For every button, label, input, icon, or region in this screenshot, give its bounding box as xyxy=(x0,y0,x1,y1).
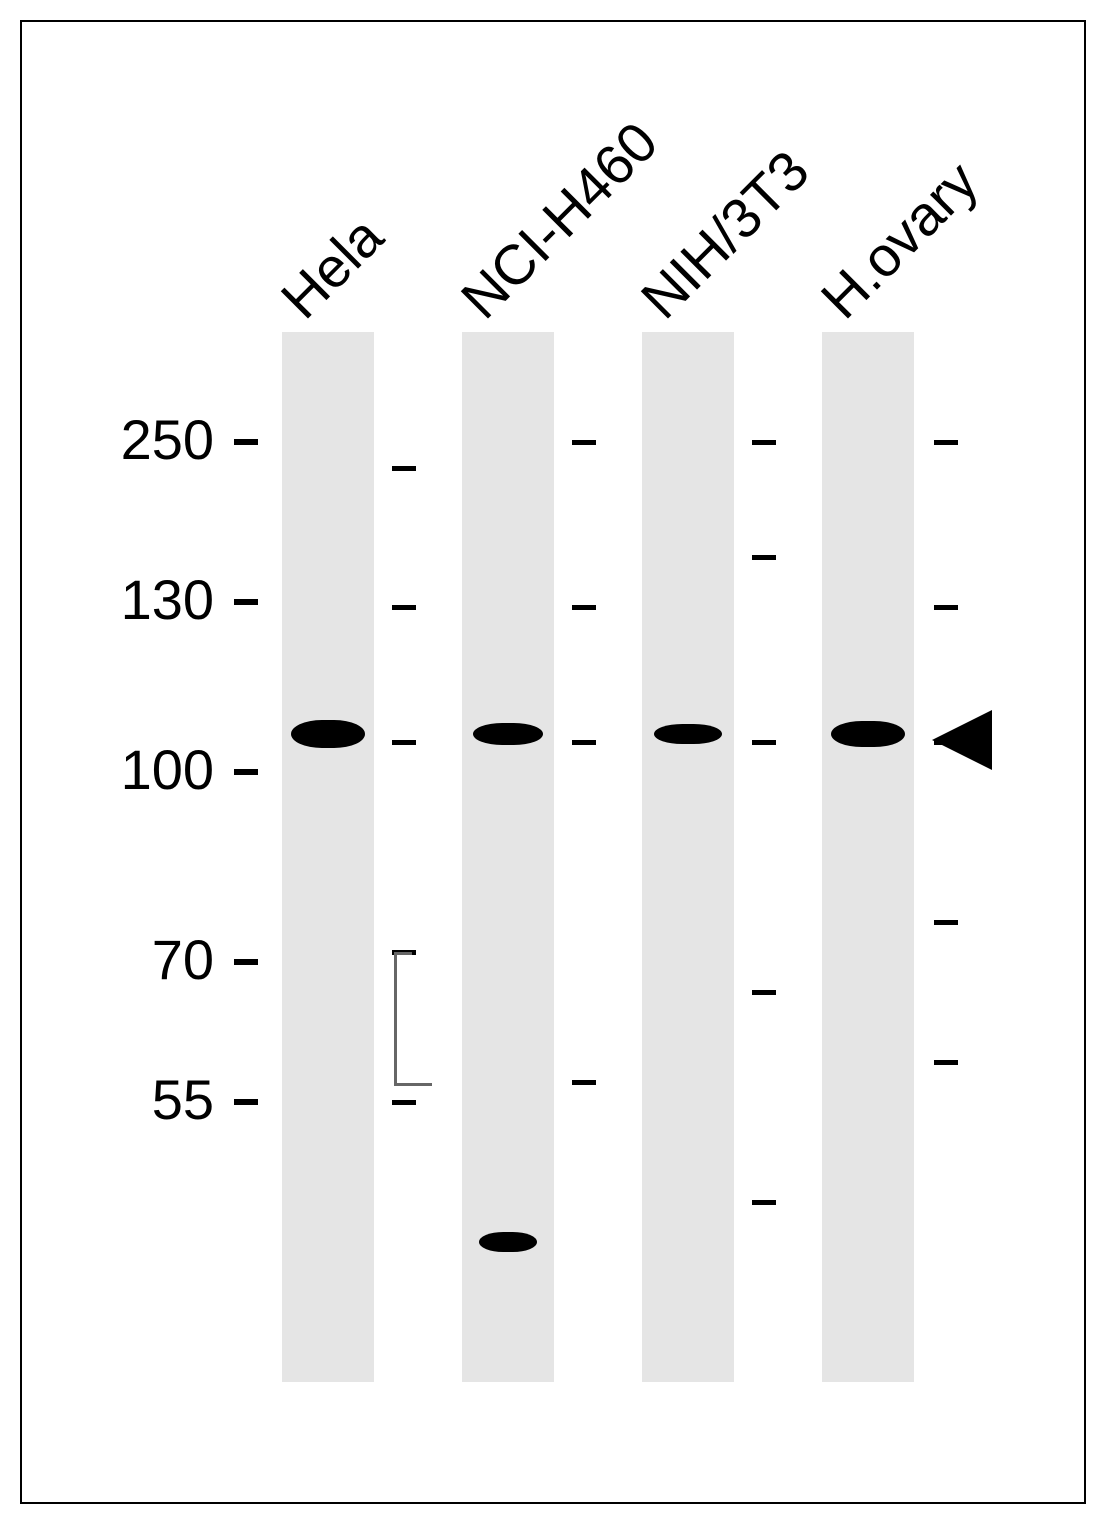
marker-tick xyxy=(392,605,416,610)
marker-tick xyxy=(934,605,958,610)
band-lane1 xyxy=(473,723,543,745)
lane-label-0: Hela xyxy=(268,204,395,331)
mw-label-250: 250 xyxy=(74,407,214,472)
lane-0 xyxy=(282,332,374,1382)
mw-label-dash-100 xyxy=(234,769,258,775)
band-lane3 xyxy=(831,721,905,747)
marker-tick xyxy=(934,1060,958,1065)
mw-label-dash-70 xyxy=(234,959,258,965)
bracket-bottom xyxy=(394,1083,432,1086)
band-lane2 xyxy=(654,724,722,744)
band-lane1 xyxy=(479,1232,537,1252)
mw-label-dash-250 xyxy=(234,439,258,445)
marker-tick xyxy=(392,1100,416,1105)
mw-label-100: 100 xyxy=(74,737,214,802)
marker-tick xyxy=(572,740,596,745)
marker-tick xyxy=(752,740,776,745)
bracket-spine xyxy=(394,952,397,1086)
mw-label-130: 130 xyxy=(74,567,214,632)
band-lane0 xyxy=(291,720,365,748)
target-band-arrow-icon xyxy=(932,710,992,770)
mw-label-70: 70 xyxy=(74,927,214,992)
marker-tick xyxy=(934,920,958,925)
marker-tick xyxy=(572,440,596,445)
marker-tick xyxy=(572,605,596,610)
marker-tick xyxy=(934,440,958,445)
mw-label-dash-55 xyxy=(234,1099,258,1105)
mw-label-dash-130 xyxy=(234,599,258,605)
lane-3 xyxy=(822,332,914,1382)
marker-tick xyxy=(752,990,776,995)
marker-tick xyxy=(752,440,776,445)
lane-label-1: NCI-H460 xyxy=(448,109,670,331)
marker-tick xyxy=(572,1080,596,1085)
western-blot-plot: HelaNCI-H460NIH/3T3H.ovary2501301007055 xyxy=(22,22,1084,1502)
mw-label-55: 55 xyxy=(74,1067,214,1132)
marker-tick xyxy=(752,555,776,560)
figure-frame: HelaNCI-H460NIH/3T3H.ovary2501301007055 xyxy=(20,20,1086,1504)
marker-tick xyxy=(392,740,416,745)
marker-tick xyxy=(752,1200,776,1205)
lane-label-3: H.ovary xyxy=(808,149,990,331)
marker-tick xyxy=(392,466,416,471)
lane-2 xyxy=(642,332,734,1382)
lane-1 xyxy=(462,332,554,1382)
bracket-top xyxy=(394,952,412,955)
